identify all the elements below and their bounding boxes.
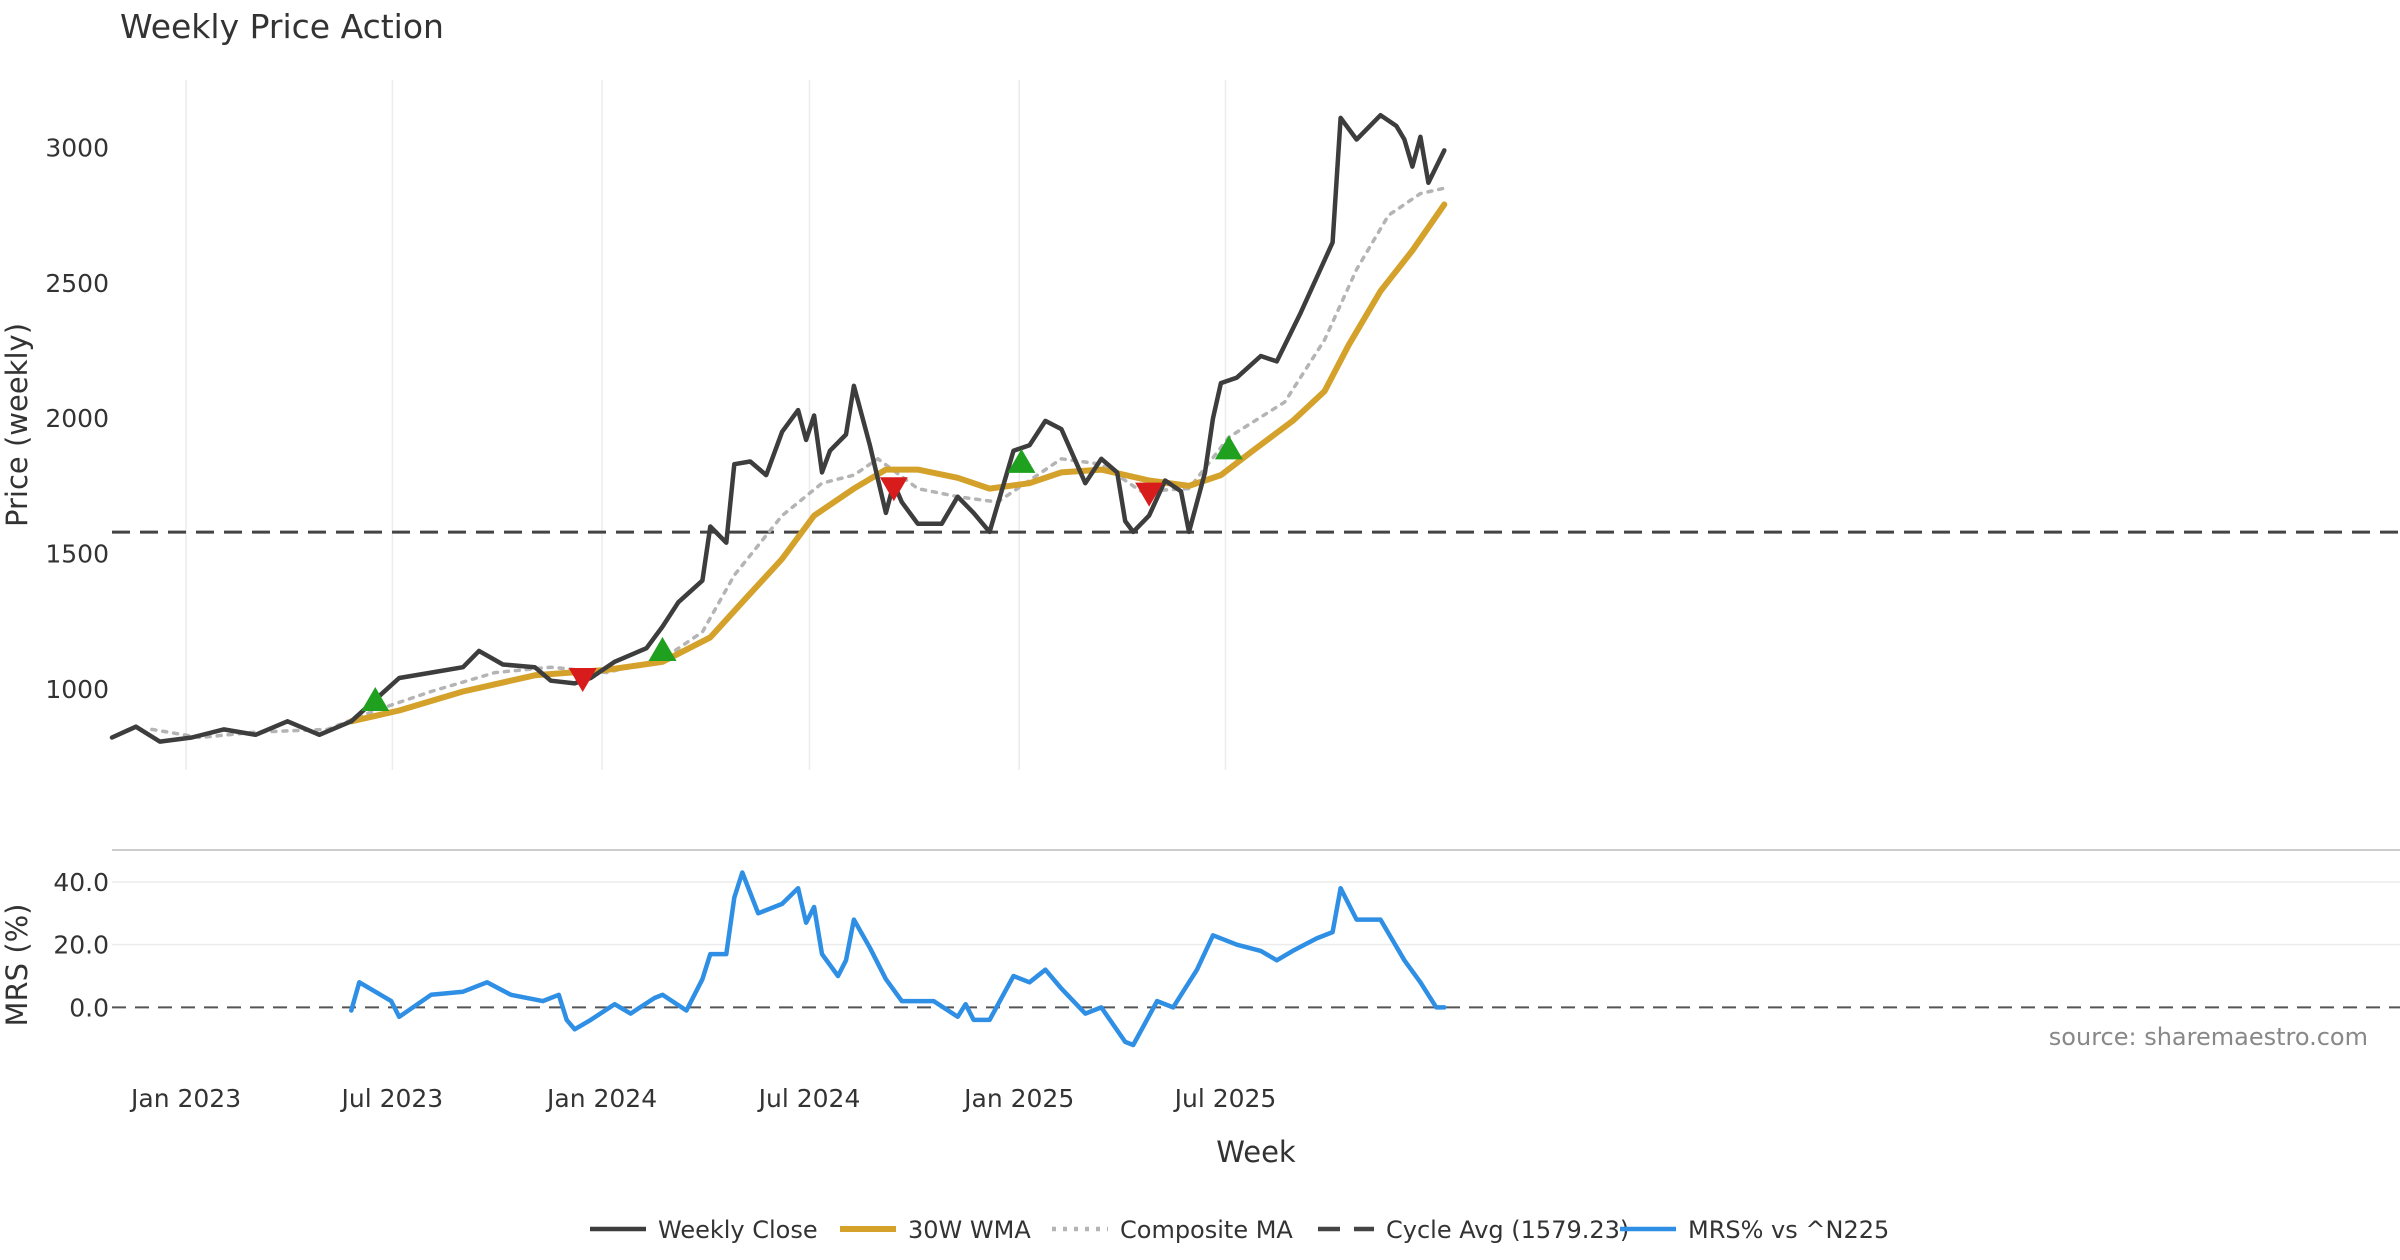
legend-label: Cycle Avg (1579.23) — [1386, 1216, 1629, 1244]
price-y-axis-label: Price (weekly) — [0, 323, 34, 527]
series-line-0 — [109, 112, 1447, 744]
sell-signal-marker — [1135, 482, 1164, 507]
buy-signal-marker — [1007, 448, 1036, 473]
x-tick-label: Jan 2023 — [129, 1084, 241, 1113]
x-tick-labels: Jan 2023 Jul 2023 Jan 2024 Jul 2024 Jan 2025… — [129, 1084, 1276, 1113]
series-line-1 — [348, 201, 1448, 725]
mrs-y-tick-label: 0.0 — [69, 993, 109, 1022]
price-panel-grid — [185, 80, 1227, 770]
x-axis-label: Week — [1216, 1135, 1296, 1169]
x-tick-label: Jul 2024 — [757, 1084, 861, 1113]
mrs-y-tick-labels: 0.0 20.0 40.0 — [53, 868, 109, 1022]
mrs-y-axis-label: MRS (%) — [0, 904, 34, 1027]
sell-signal-marker — [568, 668, 597, 692]
price-y-tick-label: 1000 — [45, 675, 109, 704]
legend-label: 30W WMA — [908, 1216, 1031, 1244]
series-line-4 — [349, 870, 1447, 1048]
mrs-y-tick-label: 40.0 — [53, 868, 109, 897]
mrs-y-tick-label: 20.0 — [53, 931, 109, 960]
legend-label: Weekly Close — [658, 1216, 818, 1244]
buy-signal-marker — [1214, 435, 1243, 460]
buy-signal-marker — [648, 636, 677, 661]
price-y-tick-label: 2500 — [45, 269, 109, 298]
mrs-panel-grid — [112, 881, 2400, 1009]
x-tick-label: Jan 2024 — [545, 1084, 657, 1113]
signals-layer — [361, 435, 1243, 711]
series-layer — [109, 112, 2400, 1048]
price-y-tick-label: 3000 — [45, 134, 109, 163]
legend: Weekly Close 30W WMA Composite MA Cycle Avg… — [590, 1216, 1889, 1244]
legend-label: Composite MA — [1120, 1216, 1293, 1244]
sell-signal-marker — [879, 477, 908, 502]
buy-signal-marker — [361, 687, 390, 711]
price-y-tick-label: 2000 — [45, 404, 109, 433]
source-note: source: sharemaestro.com — [2049, 1023, 2368, 1051]
price-y-tick-labels: 1000 1500 2000 2500 3000 — [45, 134, 109, 704]
series-line-2 — [150, 186, 1447, 740]
legend-label: MRS% vs ^N225 — [1688, 1216, 1889, 1244]
x-tick-label: Jan 2025 — [962, 1084, 1074, 1113]
price-y-tick-label: 1500 — [45, 540, 109, 569]
x-tick-label: Jul 2025 — [1173, 1084, 1277, 1113]
chart-title: Weekly Price Action — [120, 7, 444, 46]
x-tick-label: Jul 2023 — [339, 1084, 443, 1113]
